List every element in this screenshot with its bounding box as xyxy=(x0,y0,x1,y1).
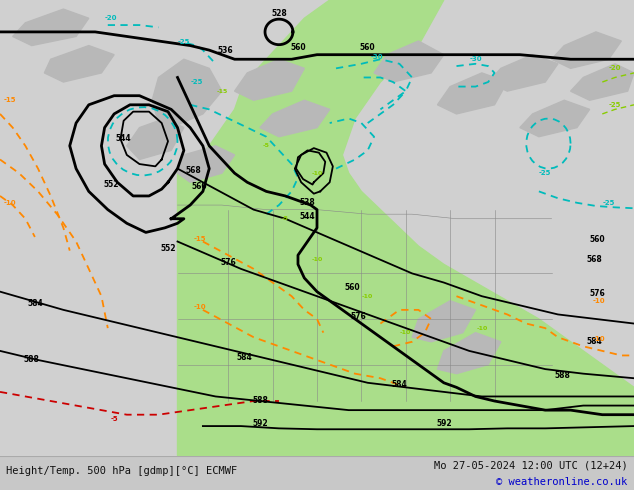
Polygon shape xyxy=(13,9,89,46)
Text: 584: 584 xyxy=(586,337,602,346)
Text: 544: 544 xyxy=(300,212,315,221)
Text: 588: 588 xyxy=(23,355,40,364)
Text: -25: -25 xyxy=(539,170,552,175)
Text: 560: 560 xyxy=(344,283,359,292)
Text: -10: -10 xyxy=(593,337,605,343)
Text: -20: -20 xyxy=(609,65,621,72)
Text: -15: -15 xyxy=(3,97,16,103)
Polygon shape xyxy=(552,32,621,69)
Text: Height/Temp. 500 hPa [gdmp][°C] ECMWF: Height/Temp. 500 hPa [gdmp][°C] ECMWF xyxy=(6,466,238,476)
Polygon shape xyxy=(520,100,590,137)
Polygon shape xyxy=(178,146,235,182)
Text: 552: 552 xyxy=(160,244,176,253)
Text: 544: 544 xyxy=(116,134,131,144)
Polygon shape xyxy=(412,301,476,342)
Text: 560: 560 xyxy=(290,43,306,52)
Text: 584: 584 xyxy=(27,298,42,308)
Text: -10: -10 xyxy=(3,200,16,206)
Polygon shape xyxy=(152,59,222,127)
Text: -10: -10 xyxy=(311,257,323,262)
Polygon shape xyxy=(571,64,634,100)
Text: -10: -10 xyxy=(593,298,605,304)
Text: -25: -25 xyxy=(602,200,615,206)
Text: -10: -10 xyxy=(193,304,206,310)
Polygon shape xyxy=(127,119,184,160)
Text: -10: -10 xyxy=(476,325,488,331)
Text: © weatheronline.co.uk: © weatheronline.co.uk xyxy=(496,477,628,488)
Text: Mo 27-05-2024 12:00 UTC (12+24): Mo 27-05-2024 12:00 UTC (12+24) xyxy=(434,460,628,470)
Text: 560: 560 xyxy=(360,43,375,52)
Text: 568: 568 xyxy=(186,167,201,175)
Polygon shape xyxy=(178,0,634,456)
Text: -5: -5 xyxy=(281,216,289,221)
Text: 588: 588 xyxy=(555,371,571,380)
Text: -5: -5 xyxy=(110,416,118,422)
Text: 592: 592 xyxy=(252,419,268,428)
Text: -25: -25 xyxy=(190,79,203,85)
Text: 576: 576 xyxy=(590,290,605,298)
Text: -30: -30 xyxy=(469,55,482,62)
Text: -5: -5 xyxy=(262,143,270,148)
Bar xyxy=(0,0,190,456)
Text: 584: 584 xyxy=(392,380,407,389)
Polygon shape xyxy=(374,41,444,82)
Text: 576: 576 xyxy=(221,258,236,267)
Text: 528: 528 xyxy=(271,9,287,18)
Text: 584: 584 xyxy=(236,353,252,362)
Text: 588: 588 xyxy=(252,395,268,405)
Text: 560: 560 xyxy=(590,235,605,244)
Text: 538: 538 xyxy=(300,198,315,207)
Text: -10: -10 xyxy=(400,330,411,335)
Polygon shape xyxy=(260,100,330,137)
Text: -30: -30 xyxy=(371,54,384,60)
Text: -20: -20 xyxy=(105,15,117,21)
Text: 552: 552 xyxy=(103,180,119,189)
Polygon shape xyxy=(437,73,507,114)
Text: -10: -10 xyxy=(362,294,373,299)
Text: -25: -25 xyxy=(609,102,621,108)
Polygon shape xyxy=(488,55,558,91)
Text: -15: -15 xyxy=(216,89,228,94)
Text: 560: 560 xyxy=(192,182,207,191)
Text: -10: -10 xyxy=(311,171,323,176)
Polygon shape xyxy=(235,59,304,100)
Text: -15: -15 xyxy=(193,236,206,242)
Text: 592: 592 xyxy=(436,419,451,428)
Text: -25: -25 xyxy=(178,39,190,46)
Text: 576: 576 xyxy=(351,312,366,321)
Polygon shape xyxy=(44,46,114,82)
Polygon shape xyxy=(437,333,501,374)
Text: 536: 536 xyxy=(217,46,233,54)
Text: 568: 568 xyxy=(586,255,602,264)
